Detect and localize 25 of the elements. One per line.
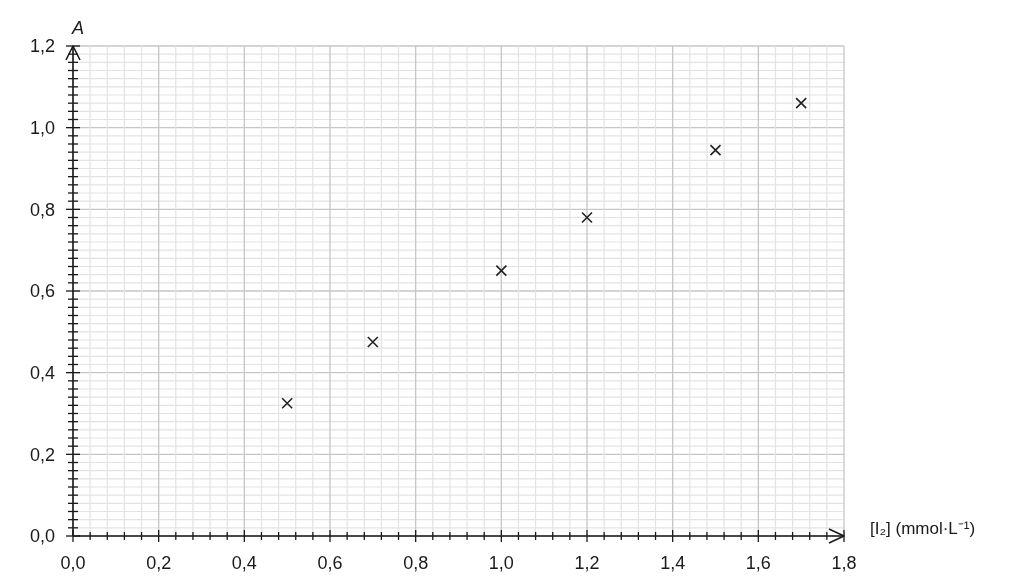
y-tick-label: 1,2 — [29, 36, 55, 57]
y-tick-label: 0,8 — [29, 199, 55, 220]
y-tick-label: 0,2 — [29, 444, 55, 465]
point — [367, 336, 379, 348]
x-tick-label: 0,8 — [403, 553, 429, 573]
x-tick-label: 0,0 — [60, 553, 86, 573]
point — [281, 397, 293, 410]
x-tick-label: 1,2 — [574, 553, 600, 573]
point — [709, 144, 722, 156]
x-tick-label: 1,0 — [488, 553, 514, 573]
y-tick-label: 1,0 — [29, 117, 55, 138]
x-axis-title: [I₂] (mmol·L⁻¹) — [870, 519, 976, 538]
x-tick-label: 0,6 — [317, 553, 343, 573]
y-axis-title: A — [71, 18, 85, 38]
y-tick-label: 0,4 — [29, 362, 55, 383]
y-tick-label: 0,0 — [29, 526, 55, 547]
point — [795, 97, 807, 109]
x-tick-label: 0,2 — [146, 553, 172, 573]
x-tick-label: 1,6 — [745, 553, 771, 573]
point — [581, 211, 593, 224]
x-tick-label: 1,4 — [660, 553, 686, 573]
x-tick-label: 1,8 — [831, 553, 857, 573]
point — [495, 264, 508, 277]
y-tick-label: 0,6 — [29, 281, 55, 302]
x-tick-label: 0,4 — [231, 553, 257, 573]
